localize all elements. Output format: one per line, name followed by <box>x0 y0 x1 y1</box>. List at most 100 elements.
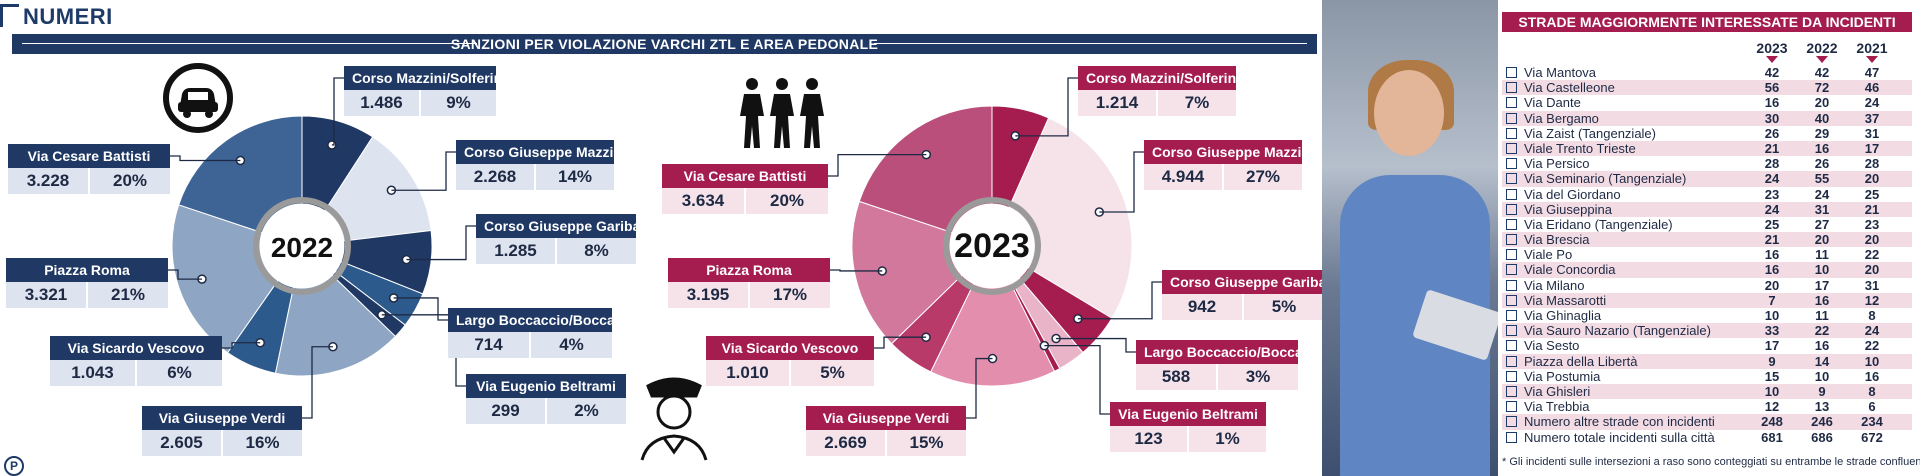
incident-count: 21 <box>1764 232 1780 248</box>
slice-percent: 3% <box>1245 367 1271 386</box>
incident-count: 11 <box>1815 247 1829 263</box>
slice-percent: 5% <box>820 363 845 382</box>
incident-count: 24 <box>1764 171 1780 187</box>
table-row: Via Zaist (Tangenziale) 26 29 31 <box>1502 126 1912 141</box>
slice-percent: 14% <box>557 167 593 186</box>
incident-count: 20 <box>1764 277 1780 293</box>
year-label: 2022 <box>271 232 333 263</box>
slice-label-values: 1.486 9% <box>344 90 496 116</box>
leader-line <box>391 151 456 191</box>
banner-title: SANZIONI PER VIOLAZIONE VARCHI ZTL E ARE… <box>450 36 879 52</box>
leader-line <box>331 77 344 146</box>
incident-count: 12 <box>1864 292 1880 308</box>
slice-value: 2.605 <box>142 430 223 456</box>
table-row: Via Sauro Nazario (Tangenziale) 33 22 24 <box>1502 323 1912 339</box>
slice-label-values: 299 2% <box>466 398 626 424</box>
incident-count: 7 <box>1768 292 1776 308</box>
incident-count: 15 <box>1764 368 1780 384</box>
slice-label: Corso Giuseppe Mazzini 4.944 27% <box>1144 140 1314 190</box>
street-name: Viale Concordia <box>1524 262 1616 278</box>
slice-label-name: Corso Mazzini/Solferino <box>344 66 511 90</box>
slice-label-name: Via Giuseppe Verdi <box>142 406 302 430</box>
slice-percent: 21% <box>110 285 146 304</box>
center-ring <box>253 197 351 295</box>
slice-label-name: Via Eugenio Beltrami <box>1110 402 1266 426</box>
incident-count: 28 <box>1864 156 1880 172</box>
slice-value: 1.010 <box>706 360 791 386</box>
table-row: Viale Trento Trieste 21 16 17 <box>1502 140 1912 157</box>
incident-count: 56 <box>1764 80 1780 96</box>
leader-line <box>1044 345 1110 415</box>
slice-percent: 20% <box>769 191 805 210</box>
table-row: Via Castelleone 56 72 46 <box>1502 80 1912 96</box>
incident-count: 234 <box>1861 414 1883 430</box>
incident-count: 14 <box>1814 353 1830 369</box>
incident-count: 42 <box>1814 65 1830 80</box>
center-ring <box>943 197 1041 295</box>
checkbox-icon <box>1506 279 1517 291</box>
slice-label-values: 123 1% <box>1110 426 1266 452</box>
slice-label-values: 588 3% <box>1136 364 1298 390</box>
street-name: Via Eridano (Tangenziale) <box>1524 216 1673 232</box>
table-row: Viale Concordia 16 10 20 <box>1502 262 1912 278</box>
slice-percent: 5% <box>1271 297 1297 316</box>
street-name: Via Giuseppina <box>1524 201 1612 217</box>
slice-label: Via Giuseppe Verdi 2.605 16% <box>142 406 302 456</box>
incident-count: 16 <box>1764 262 1780 278</box>
slice-percent: 17% <box>772 285 808 304</box>
leader-line <box>1099 151 1144 213</box>
police-officer-photo <box>1322 0 1498 476</box>
incident-count: 31 <box>1814 201 1830 217</box>
incident-count: 26 <box>1814 156 1830 172</box>
slice-percent: 7% <box>1184 93 1210 112</box>
slice-label-name: Corso Giuseppe Mazzini <box>456 140 626 164</box>
incident-count: 16 <box>1864 368 1880 384</box>
street-name: Via Milano <box>1524 277 1585 293</box>
leader-line <box>830 269 883 272</box>
incident-count: 16 <box>1764 247 1780 263</box>
street-name: Via Mantova <box>1524 65 1597 80</box>
slice-label-name: Via Sicardo Vescovo <box>706 336 874 360</box>
incident-count: 27 <box>1814 216 1830 232</box>
col-marker <box>1766 56 1778 63</box>
year-label: 2023 <box>954 227 1030 265</box>
incident-count: 246 <box>1811 414 1833 430</box>
slice-label: Corso Mazzini/Solferino 1.214 7% <box>1078 66 1245 116</box>
checkbox-icon <box>1506 325 1517 337</box>
leader-lines <box>168 77 1162 419</box>
incident-count: 10 <box>1864 353 1880 369</box>
leader-line <box>170 155 241 162</box>
incident-count: 72 <box>1814 80 1830 96</box>
slice-label-values: 2.669 15% <box>806 430 966 456</box>
checkbox-icon <box>1506 370 1517 382</box>
slice-label-values: 3.228 20% <box>8 168 170 194</box>
slice-value: 3.634 <box>662 188 746 214</box>
slice-label-values: 3.634 20% <box>662 188 828 214</box>
street-name: Via Seminario (Tangenziale) <box>1524 171 1687 187</box>
incident-count: 16 <box>1814 292 1830 308</box>
slice-label: Piazza Roma 3.195 17% <box>668 258 830 308</box>
incident-count: 24 <box>1864 323 1880 339</box>
incident-count: 9 <box>1818 383 1826 399</box>
table-row: Viale Po 16 11 22 <box>1502 247 1912 262</box>
incident-count: 17 <box>1764 338 1780 354</box>
col-2021: 2021 <box>1856 40 1888 56</box>
incident-count: 17 <box>1864 140 1880 156</box>
incident-count: 16 <box>1814 140 1830 156</box>
photo-head <box>1374 70 1444 156</box>
slice-label-values: 1.285 8% <box>476 238 636 264</box>
incident-count: 20 <box>1864 262 1880 278</box>
checkbox-icon <box>1506 416 1517 428</box>
slice-label-values: 3.321 21% <box>6 282 168 308</box>
checkbox-icon <box>1506 112 1517 124</box>
incident-count: 23 <box>1864 216 1880 232</box>
slice-label: Via Eugenio Beltrami 123 1% <box>1110 402 1266 452</box>
incident-count: 37 <box>1864 110 1880 126</box>
checkbox-icon <box>1506 188 1517 200</box>
center-hole <box>950 204 1034 288</box>
checkbox-icon <box>1506 385 1517 397</box>
incident-count: 10 <box>1814 262 1830 278</box>
incident-count: 29 <box>1814 125 1830 141</box>
street-name: Viale Po <box>1524 247 1573 263</box>
slice-label-name: Corso Giuseppe Mazzini <box>1144 140 1314 164</box>
